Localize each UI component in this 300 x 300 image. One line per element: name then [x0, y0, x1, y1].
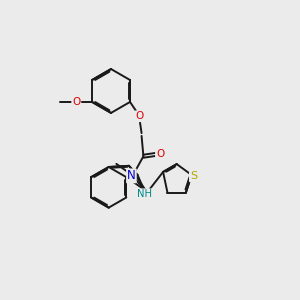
Text: N: N — [127, 169, 136, 182]
Text: S: S — [190, 171, 197, 181]
Text: NH: NH — [137, 189, 152, 199]
Text: O: O — [156, 149, 164, 159]
Text: O: O — [72, 97, 80, 107]
Text: O: O — [136, 111, 144, 121]
